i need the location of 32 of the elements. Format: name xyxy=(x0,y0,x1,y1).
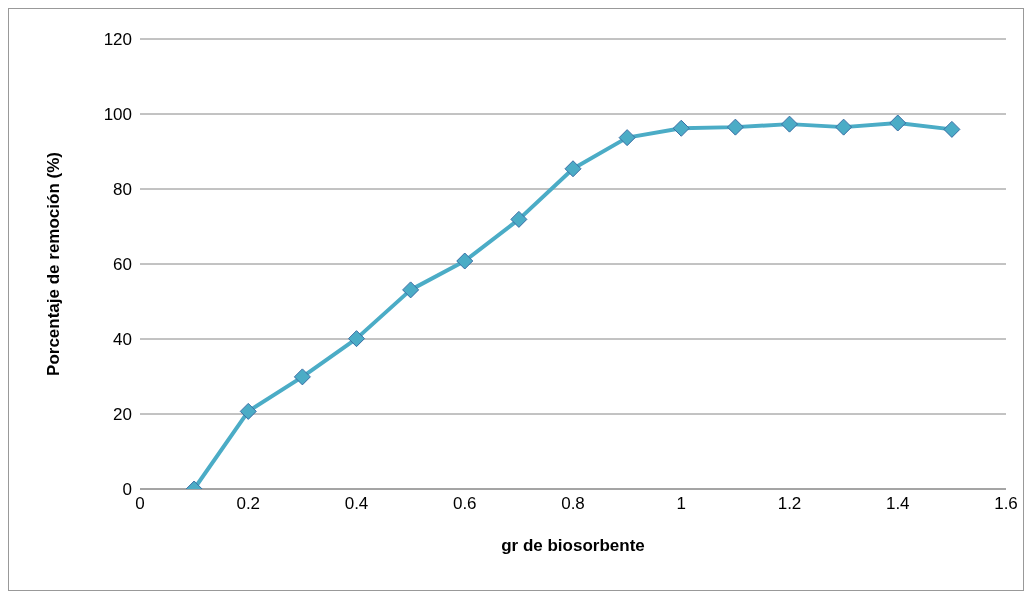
point xyxy=(348,330,365,348)
x-tick-label: 1.6 xyxy=(994,494,1018,514)
point xyxy=(293,368,311,386)
x-tick-label: 1.2 xyxy=(777,494,802,514)
y-tick-label: 120 xyxy=(103,30,132,50)
y-tick-label: 80 xyxy=(113,180,132,200)
point xyxy=(564,160,582,178)
point xyxy=(672,119,690,137)
x-tick-label: 1.4 xyxy=(885,494,910,514)
point xyxy=(402,281,420,299)
point xyxy=(618,129,636,147)
y-tick-label: 20 xyxy=(113,405,132,425)
y-tick-label: 100 xyxy=(103,105,132,125)
y-tick-label: 40 xyxy=(113,330,132,350)
y-tick-label: 0 xyxy=(122,480,132,500)
x-tick-label: 0.6 xyxy=(452,494,477,514)
point xyxy=(510,210,528,228)
point xyxy=(456,252,474,270)
y-tick-label: 60 xyxy=(113,255,132,275)
point xyxy=(726,118,744,136)
point xyxy=(943,120,961,138)
y-axis-title: Porcentaje de remoción (%) xyxy=(44,152,64,376)
point xyxy=(781,115,798,133)
x-tick-label: 0.2 xyxy=(236,494,261,514)
point xyxy=(239,402,257,420)
x-axis-title: gr de biosorbente xyxy=(501,536,645,555)
point xyxy=(835,118,853,136)
x-tick-label: 1 xyxy=(676,494,686,514)
x-tick-label: 0.4 xyxy=(344,494,369,514)
x-tick-label: 0.8 xyxy=(561,494,585,514)
x-tick-label: 0 xyxy=(135,494,145,514)
point xyxy=(889,114,907,132)
